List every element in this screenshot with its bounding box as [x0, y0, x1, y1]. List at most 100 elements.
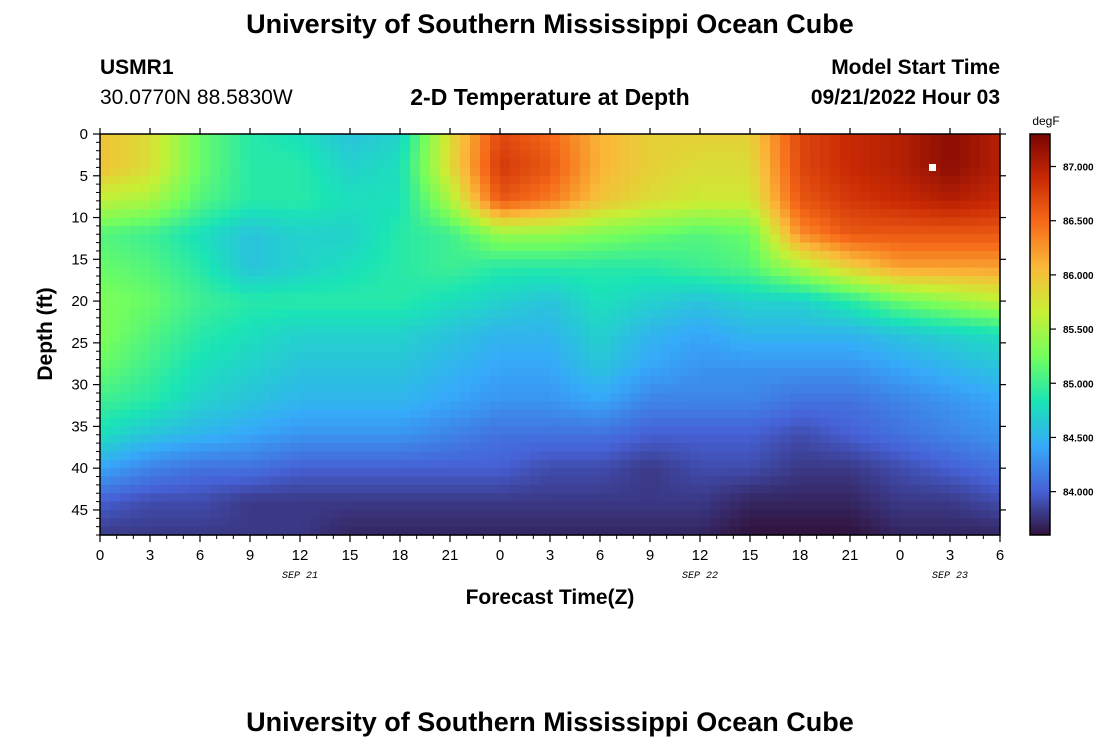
- heatmap-cell: [510, 200, 521, 210]
- heatmap-cell: [460, 459, 471, 469]
- heatmap-cell: [320, 234, 331, 244]
- heatmap-cell: [300, 276, 311, 285]
- heatmap-cell: [740, 234, 751, 244]
- heatmap-cell: [960, 175, 971, 185]
- heatmap-cell: [430, 326, 441, 336]
- heatmap-cell: [560, 409, 571, 419]
- heatmap-cell: [560, 418, 571, 427]
- heatmap-cell: [300, 225, 311, 235]
- heatmap-cell: [230, 301, 241, 311]
- heatmap-cell: [250, 326, 261, 336]
- heatmap-cell: [570, 484, 581, 494]
- heatmap-cell: [620, 317, 631, 327]
- heatmap-cell: [230, 518, 241, 528]
- heatmap-cell: [590, 250, 601, 260]
- heatmap-cell: [350, 159, 361, 169]
- heatmap-cell: [640, 484, 651, 494]
- heatmap-cell: [850, 509, 861, 519]
- heatmap-cell: [280, 493, 291, 503]
- heatmap-cell: [230, 259, 241, 269]
- heatmap-cell: [550, 167, 561, 177]
- heatmap-cell: [500, 509, 511, 519]
- heatmap-cell: [320, 376, 331, 386]
- heatmap-cell: [290, 468, 301, 478]
- heatmap-cell: [420, 342, 431, 352]
- heatmap-cell: [990, 493, 1001, 503]
- heatmap-cell: [730, 526, 741, 536]
- heatmap-cell: [450, 242, 461, 252]
- heatmap-cell: [540, 468, 551, 478]
- heatmap-cell: [500, 392, 511, 402]
- heatmap-cell: [270, 209, 281, 219]
- heatmap-cell: [350, 150, 361, 160]
- heatmap-cell: [940, 192, 951, 202]
- heatmap-cell: [930, 159, 941, 169]
- heatmap-cell: [880, 476, 891, 486]
- heatmap-cell: [510, 484, 521, 494]
- heatmap-cell: [930, 150, 941, 160]
- heatmap-cell: [140, 250, 151, 260]
- heatmap-cell: [840, 434, 851, 444]
- heatmap-cell: [480, 142, 491, 152]
- heatmap-cell: [600, 342, 611, 352]
- heatmap-cell: [400, 376, 411, 386]
- heatmap-cell: [480, 526, 491, 536]
- heatmap-cell: [100, 134, 111, 143]
- heatmap-cell: [430, 309, 441, 319]
- heatmap-cell: [610, 434, 621, 444]
- heatmap-cell: [860, 167, 871, 177]
- heatmap-cell: [480, 150, 491, 160]
- heatmap-cell: [630, 526, 641, 536]
- heatmap-cell: [430, 392, 441, 402]
- heatmap-cell: [300, 351, 311, 361]
- heatmap-cell: [310, 234, 321, 244]
- heatmap-cell: [510, 501, 521, 511]
- heatmap-cell: [790, 484, 801, 494]
- heatmap-cell: [470, 209, 481, 219]
- heatmap-cell: [450, 159, 461, 169]
- heatmap-cell: [680, 342, 691, 352]
- heatmap-cell: [330, 159, 341, 169]
- heatmap-cell: [160, 509, 171, 519]
- heatmap-cell: [350, 367, 361, 377]
- heatmap-cell: [150, 384, 161, 394]
- heatmap-cell: [540, 409, 551, 419]
- heatmap-cell: [630, 401, 641, 411]
- heatmap-cell: [220, 200, 231, 210]
- heatmap-cell: [230, 401, 241, 411]
- heatmap-cell: [630, 384, 641, 394]
- heatmap-cell: [300, 459, 311, 469]
- heatmap-cell: [400, 142, 411, 152]
- heatmap-cell: [250, 526, 261, 536]
- heatmap-cell: [590, 484, 601, 494]
- heatmap-cell: [410, 459, 421, 469]
- heatmap-cell: [390, 209, 401, 219]
- heatmap-cell: [170, 509, 181, 519]
- heatmap-cell: [970, 242, 981, 252]
- heatmap-cell: [460, 334, 471, 344]
- heatmap-cell: [110, 326, 121, 336]
- heatmap-cell: [390, 259, 401, 269]
- heatmap-cell: [830, 484, 841, 494]
- heatmap-cell: [320, 426, 331, 436]
- heatmap-cell: [690, 484, 701, 494]
- heatmap-cell: [700, 142, 711, 152]
- heatmap-cell: [890, 309, 901, 319]
- heatmap-cell: [920, 217, 931, 227]
- heatmap-cell: [390, 150, 401, 160]
- heatmap-cell: [260, 376, 271, 386]
- heatmap-cell: [950, 443, 961, 453]
- heatmap-cell: [690, 242, 701, 252]
- heatmap-cell: [580, 167, 591, 177]
- heatmap-cell: [170, 209, 181, 219]
- heatmap-cell: [580, 334, 591, 344]
- heatmap-cell: [600, 192, 611, 202]
- colorbar-tick-label: 86.000: [1063, 271, 1094, 282]
- heatmap-cell: [410, 409, 421, 419]
- heatmap-cell: [450, 142, 461, 152]
- heatmap-cell: [460, 284, 471, 294]
- heatmap-cell: [930, 384, 941, 394]
- heatmap-cell: [500, 234, 511, 244]
- heatmap-cell: [840, 384, 851, 394]
- heatmap-cell: [510, 259, 521, 269]
